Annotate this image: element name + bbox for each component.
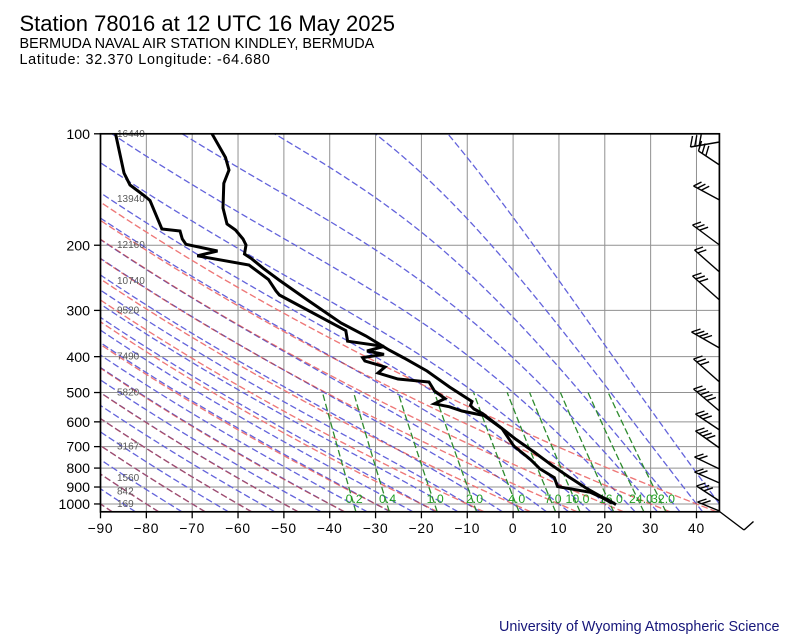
svg-text:500: 500: [66, 386, 90, 402]
svg-text:169: 169: [117, 499, 134, 510]
svg-text:−90: −90: [88, 521, 114, 536]
svg-text:12160: 12160: [117, 240, 145, 251]
svg-text:7.0: 7.0: [545, 492, 562, 506]
svg-text:−50: −50: [271, 521, 297, 536]
svg-text:−60: −60: [225, 521, 251, 536]
svg-text:10.0: 10.0: [566, 492, 590, 506]
svg-text:900: 900: [66, 480, 90, 496]
svg-text:Station 78016 at 12 UTC 16 May: Station 78016 at 12 UTC 16 May 2025: [20, 11, 395, 36]
svg-text:40: 40: [688, 521, 705, 536]
svg-text:7490: 7490: [117, 352, 140, 363]
svg-text:800: 800: [66, 461, 90, 477]
svg-text:1.0: 1.0: [427, 492, 444, 506]
svg-text:−70: −70: [179, 521, 205, 536]
svg-text:30: 30: [642, 521, 659, 536]
svg-text:0: 0: [509, 521, 517, 536]
svg-text:0.2: 0.2: [346, 492, 363, 506]
svg-text:4.0: 4.0: [508, 492, 525, 506]
svg-text:−80: −80: [133, 521, 159, 536]
svg-text:5820: 5820: [117, 388, 140, 399]
svg-text:100: 100: [66, 127, 90, 143]
svg-text:16.0: 16.0: [599, 492, 623, 506]
svg-text:20: 20: [596, 521, 613, 536]
svg-text:24.0: 24.0: [629, 492, 653, 506]
svg-text:BERMUDA NAVAL AIR STATION KIND: BERMUDA NAVAL AIR STATION KINDLEY, BERMU…: [20, 36, 375, 52]
svg-text:32.0: 32.0: [651, 492, 675, 506]
svg-text:700: 700: [66, 440, 90, 456]
svg-text:University of Wyoming Atmosphe: University of Wyoming Atmospheric Scienc…: [499, 619, 779, 635]
svg-text:2.0: 2.0: [466, 492, 483, 506]
svg-text:842: 842: [117, 486, 134, 497]
svg-text:400: 400: [66, 350, 90, 366]
svg-text:600: 600: [66, 415, 90, 431]
svg-text:9520: 9520: [117, 305, 140, 316]
svg-text:0.4: 0.4: [379, 492, 396, 506]
svg-text:10740: 10740: [117, 276, 145, 287]
svg-text:1560: 1560: [117, 473, 140, 484]
svg-text:300: 300: [66, 304, 90, 320]
svg-text:−10: −10: [454, 521, 480, 536]
svg-text:10: 10: [550, 521, 567, 536]
svg-text:3167: 3167: [117, 442, 140, 453]
svg-text:−20: −20: [408, 521, 434, 536]
svg-text:200: 200: [66, 238, 90, 254]
svg-text:−30: −30: [363, 521, 389, 536]
svg-text:−40: −40: [317, 521, 343, 536]
svg-text:1000: 1000: [58, 497, 90, 513]
svg-text:Latitude: 32.370 Longitude: -6: Latitude: 32.370 Longitude: -64.680: [20, 52, 271, 68]
svg-text:13940: 13940: [117, 194, 145, 205]
